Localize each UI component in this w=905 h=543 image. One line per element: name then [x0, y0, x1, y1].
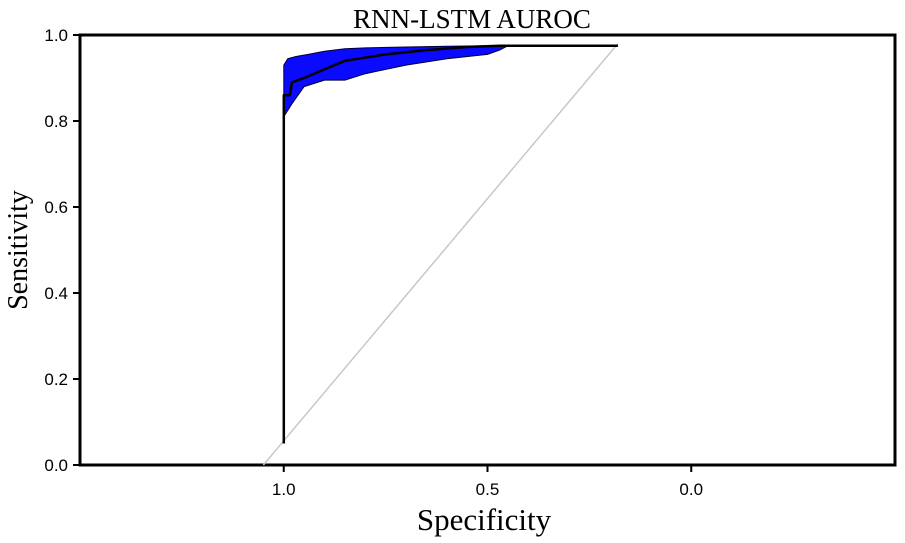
x-axis-ticks: 1.0 0.5 0.0 — [272, 465, 703, 499]
y-tick-label: 0.0 — [44, 456, 68, 475]
y-tick-label: 0.8 — [44, 112, 68, 131]
plot-frame — [78, 33, 897, 467]
y-tick-label: 0.2 — [44, 370, 68, 389]
x-tick-label: 0.5 — [476, 480, 500, 499]
x-axis-label: Specificity — [417, 502, 552, 537]
y-tick-label: 1.0 — [44, 26, 68, 45]
reference-diagonal-line — [262, 43, 619, 466]
y-tick-label: 0.4 — [44, 284, 68, 303]
reference-line-layer — [262, 43, 619, 466]
x-tick-label: 1.0 — [272, 480, 296, 499]
y-axis-label: Sensitivity — [3, 190, 34, 310]
roc-curve-layer — [282, 44, 618, 444]
chart-title: RNN-LSTM AUROC — [353, 4, 591, 34]
x-tick-label: 0.0 — [679, 480, 703, 499]
y-axis-ticks: 0.0 0.2 0.4 0.6 0.8 1.0 — [44, 26, 80, 475]
roc-curve-line — [282, 44, 618, 444]
y-tick-label: 0.6 — [44, 198, 68, 217]
